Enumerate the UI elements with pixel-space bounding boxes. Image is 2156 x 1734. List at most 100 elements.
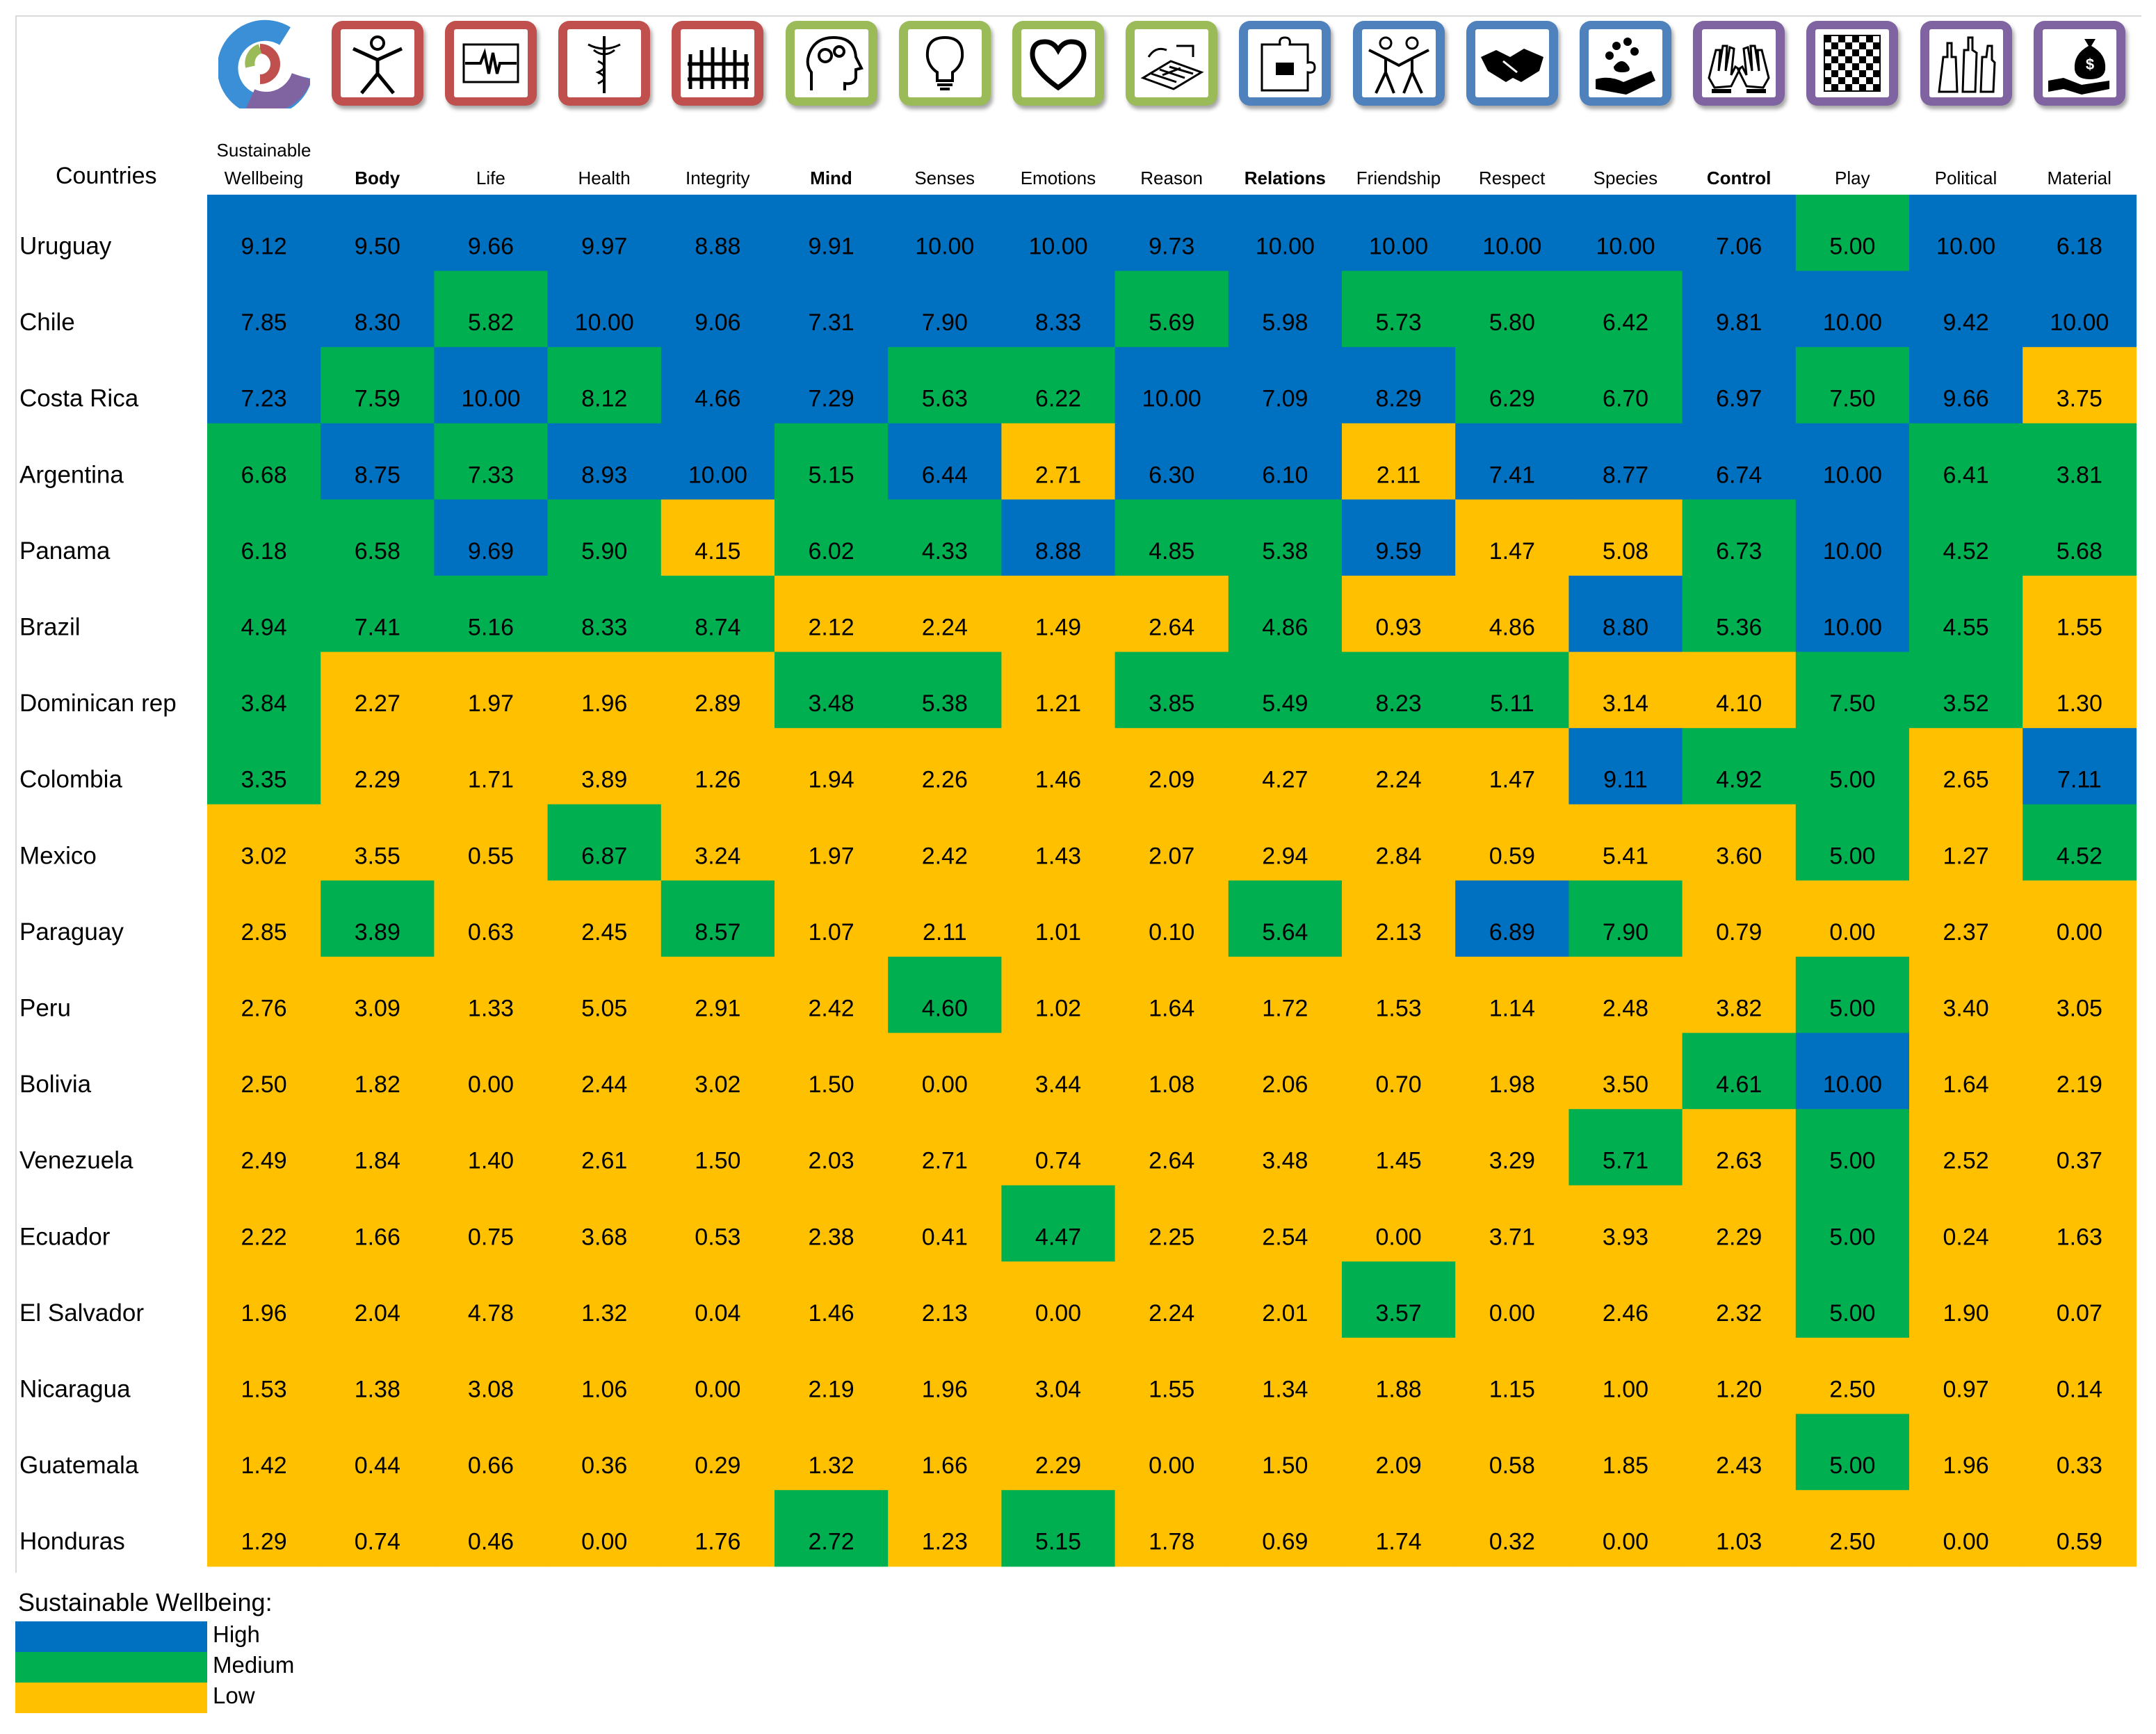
cell-value-label: 3.89 bbox=[581, 767, 627, 793]
cell-value-label: 8.23 bbox=[1376, 690, 1422, 717]
cell-value-label: 1.76 bbox=[695, 1529, 740, 1555]
heatmap-cell bbox=[888, 1490, 1002, 1567]
heatmap-cell bbox=[321, 347, 435, 424]
heatmap-cell bbox=[1909, 270, 2023, 348]
cell-value-label: 7.41 bbox=[1489, 462, 1535, 488]
country-label: Ecuador bbox=[19, 1223, 111, 1250]
cell-value-label: 10.00 bbox=[1936, 234, 1995, 260]
heatmap-cell bbox=[547, 880, 662, 957]
heatmap-cell bbox=[1342, 651, 1456, 729]
heatmap-cell bbox=[1682, 1261, 1797, 1338]
cell-value-label: 2.45 bbox=[581, 919, 627, 946]
heatmap-cell bbox=[2023, 1413, 2137, 1491]
heatmap-cell bbox=[2023, 1032, 2137, 1110]
cell-value-label: 2.26 bbox=[922, 767, 968, 793]
heatmap-cell bbox=[547, 1032, 662, 1110]
cell-value-label: 8.80 bbox=[1603, 615, 1648, 641]
heatmap-cell bbox=[775, 1490, 889, 1567]
heatmap-cell bbox=[1909, 576, 2023, 653]
heatmap-cell bbox=[207, 1032, 321, 1110]
heatmap-cell bbox=[434, 195, 549, 272]
cell-value-label: 2.54 bbox=[1262, 1224, 1308, 1250]
money-bag-hand-icon: $ bbox=[2033, 21, 2125, 106]
head-gears-icon bbox=[785, 21, 877, 106]
cell-value-label: 6.10 bbox=[1262, 462, 1308, 488]
heart-icon bbox=[1012, 21, 1104, 106]
heatmap-cell bbox=[1228, 957, 1343, 1034]
heatmap-cell bbox=[1228, 270, 1343, 348]
heatmap-cell bbox=[1909, 728, 2023, 805]
cell-value-label: 3.02 bbox=[695, 1071, 740, 1098]
cell-value-label: 1.46 bbox=[809, 1300, 854, 1327]
column-header: Life bbox=[476, 168, 505, 188]
heatmap-cell bbox=[1795, 957, 1910, 1034]
heatmap-cell bbox=[1795, 804, 1910, 881]
cell-value-label: 8.33 bbox=[1035, 309, 1081, 336]
heatmap-cell bbox=[888, 1032, 1002, 1110]
heatmap-cell bbox=[547, 1338, 662, 1415]
cell-value-label: 1.38 bbox=[355, 1377, 400, 1403]
cell-value-label: 0.37 bbox=[2057, 1148, 2102, 1174]
heatmap-cell bbox=[1795, 1338, 1910, 1415]
heatmap-cell bbox=[321, 1338, 435, 1415]
cell-value-label: 1.53 bbox=[241, 1377, 287, 1403]
heatmap-cell bbox=[321, 576, 435, 653]
column-header: Reason bbox=[1140, 168, 1203, 188]
heatmap-cell bbox=[2023, 1490, 2137, 1567]
heatmap-cell bbox=[434, 347, 549, 424]
caduceus-icon bbox=[558, 21, 651, 106]
heatmap-cell bbox=[775, 423, 889, 500]
cell-value-label: 7.06 bbox=[1716, 234, 1762, 260]
cell-value-label: 0.66 bbox=[468, 1452, 514, 1479]
column-header: Play bbox=[1835, 168, 1870, 188]
heatmap-cell bbox=[1228, 1261, 1343, 1338]
heatmap-cell bbox=[1682, 270, 1797, 348]
cell-value-label: 1.96 bbox=[1943, 1452, 1989, 1479]
heatmap-cell bbox=[1001, 499, 1116, 576]
cell-value-label: 5.00 bbox=[1829, 234, 1875, 260]
legend-label-high: High bbox=[213, 1621, 260, 1647]
heatmap-cell bbox=[1228, 195, 1343, 272]
cell-value-label: 3.50 bbox=[1603, 1071, 1648, 1098]
cell-value-label: 1.55 bbox=[1149, 1377, 1194, 1403]
cell-value-label: 0.00 bbox=[581, 1529, 627, 1555]
cell-value-label: 1.26 bbox=[695, 767, 740, 793]
heatmap-cell bbox=[1795, 1185, 1910, 1262]
column-header: Integrity bbox=[686, 168, 750, 188]
heatmap-cell bbox=[1569, 1338, 1683, 1415]
cell-value-label: 6.41 bbox=[1943, 462, 1989, 488]
cell-value-label: 0.00 bbox=[1603, 1529, 1648, 1555]
heatmap-cell bbox=[660, 804, 775, 881]
cell-value-label: 1.96 bbox=[241, 1300, 287, 1327]
cell-value-label: 4.86 bbox=[1262, 615, 1308, 641]
cell-value-label: 8.33 bbox=[581, 615, 627, 641]
cell-value-label: 1.33 bbox=[468, 996, 514, 1022]
cell-value-label: 2.52 bbox=[1943, 1148, 1989, 1174]
cell-value-label: 3.60 bbox=[1716, 843, 1762, 869]
heatmap-cell bbox=[434, 728, 549, 805]
cell-value-label: 2.91 bbox=[695, 996, 740, 1022]
cell-value-label: 4.52 bbox=[1943, 538, 1989, 565]
cell-value-label: 6.18 bbox=[241, 538, 287, 565]
heatmap-cell bbox=[547, 1261, 662, 1338]
cell-value-label: 5.08 bbox=[1603, 538, 1648, 565]
heatmap-cell bbox=[1455, 270, 1569, 348]
cell-value-label: 2.24 bbox=[922, 615, 968, 641]
heatmap-cell bbox=[888, 728, 1002, 805]
cell-value-label: 3.40 bbox=[1943, 996, 1989, 1022]
heatmap-cell bbox=[1342, 1185, 1456, 1262]
cell-value-label: 10.00 bbox=[1823, 309, 1882, 336]
heatmap-cell bbox=[888, 499, 1002, 576]
heatmap-cell bbox=[1342, 1109, 1456, 1186]
heatmap-cell bbox=[1228, 728, 1343, 805]
heatmap-cell bbox=[1909, 1413, 2023, 1491]
heatmap-cell bbox=[1115, 804, 1229, 881]
heatmap-cell bbox=[1455, 1185, 1569, 1262]
heatmap-cell bbox=[434, 957, 549, 1034]
heatmap-cell bbox=[434, 1490, 549, 1567]
heatmap-cell bbox=[1909, 1109, 2023, 1186]
column-header: Sustainable Wellbeing bbox=[216, 140, 311, 188]
heatmap-cell bbox=[775, 576, 889, 653]
cell-value-label: 0.59 bbox=[1489, 843, 1535, 869]
cell-value-label: 2.24 bbox=[1149, 1300, 1194, 1327]
